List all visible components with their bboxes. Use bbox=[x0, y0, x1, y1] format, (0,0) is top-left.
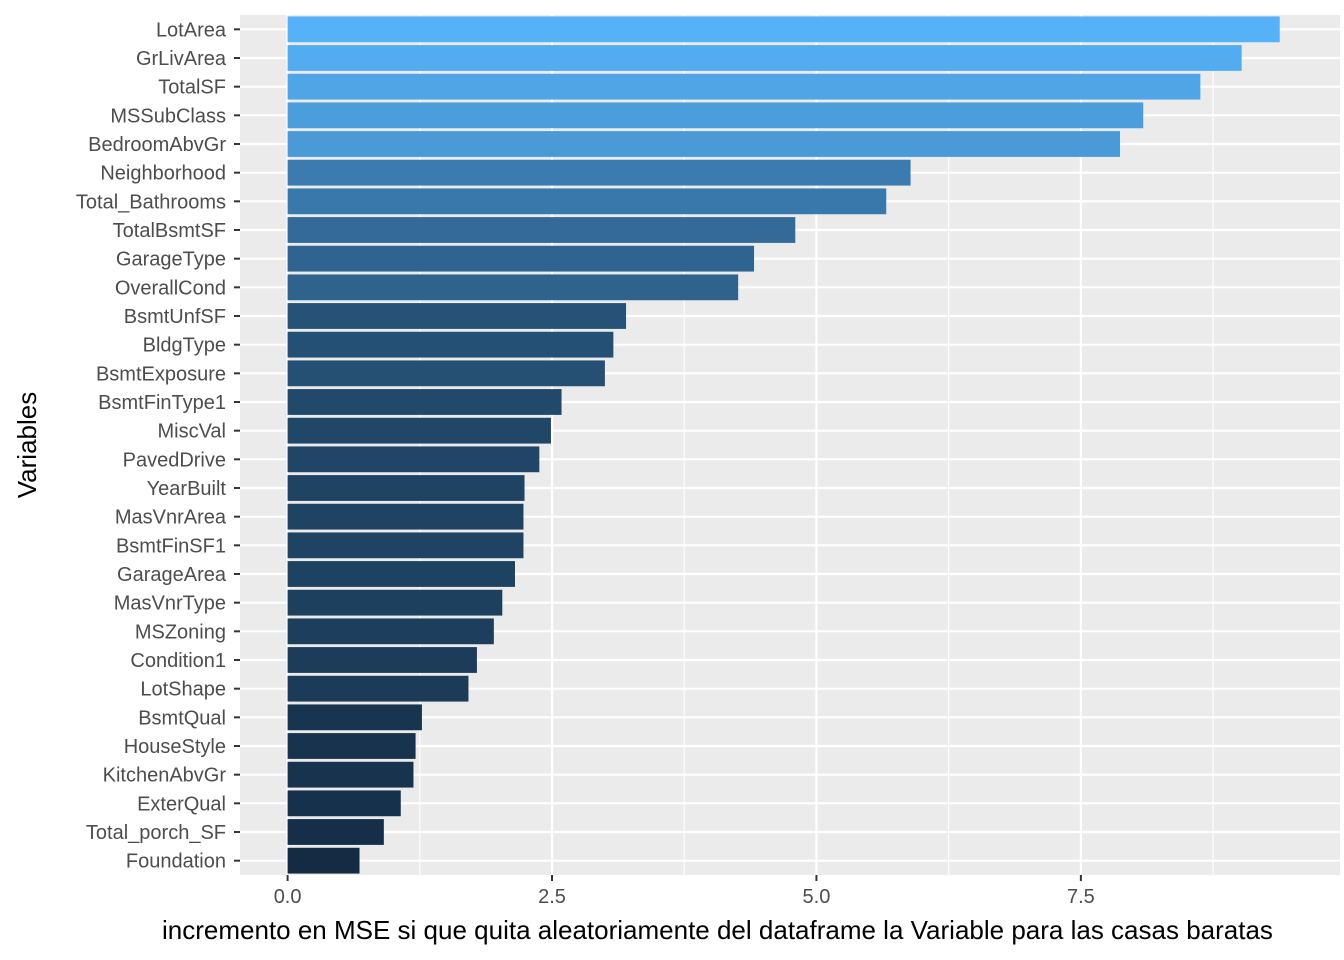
bar-MasVnrArea bbox=[287, 503, 524, 530]
bars bbox=[287, 16, 1280, 874]
bar-GrLivArea bbox=[287, 45, 1242, 71]
x-tick-label: 0.0 bbox=[274, 886, 302, 908]
y-tick-label: GarageArea bbox=[117, 564, 227, 586]
bar-YearBuilt bbox=[287, 475, 525, 501]
bar-BsmtFinSF1 bbox=[287, 532, 524, 559]
x-axis-ticks: 0.0 2.5 5.0 7.5 bbox=[274, 875, 1095, 908]
y-tick-label: LotShape bbox=[140, 679, 226, 701]
bar-Neighborhood bbox=[287, 159, 911, 186]
bar-HouseStyle bbox=[287, 733, 416, 759]
bar-Total_porch_SF bbox=[287, 819, 384, 845]
bar-OverallCond bbox=[287, 274, 739, 301]
x-tick-label: 5.0 bbox=[803, 886, 831, 908]
y-axis-title: Variables bbox=[12, 392, 42, 498]
y-tick-label: HouseStyle bbox=[124, 736, 226, 758]
bar-TotalSF bbox=[287, 73, 1201, 100]
y-tick-label: BedroomAbvGr bbox=[88, 134, 226, 156]
x-axis-title: incremento en MSE si que quita aleatoria… bbox=[162, 915, 1273, 945]
bar-KitchenAbvGr bbox=[287, 761, 414, 788]
bar-BsmtExposure bbox=[287, 360, 605, 387]
y-tick-label: MiscVal bbox=[157, 421, 226, 443]
bar-BedroomAbvGr bbox=[287, 131, 1120, 157]
x-tick-label: 2.5 bbox=[538, 886, 566, 908]
bar-GarageArea bbox=[287, 561, 515, 587]
bar-Condition1 bbox=[287, 647, 477, 673]
bar-MiscVal bbox=[287, 417, 551, 444]
y-tick-label: MasVnrArea bbox=[115, 507, 227, 529]
y-tick-label: KitchenAbvGr bbox=[103, 765, 227, 787]
bar-TotalBsmtSF bbox=[287, 217, 796, 243]
y-tick-label: GarageType bbox=[116, 249, 226, 271]
bar-BsmtUnfSF bbox=[287, 303, 627, 329]
y-tick-label: OverallCond bbox=[115, 277, 226, 299]
bar-LotArea bbox=[287, 16, 1280, 43]
y-tick-label: MSZoning bbox=[135, 621, 226, 643]
y-tick-label: ExterQual bbox=[137, 793, 226, 815]
y-tick-label: MasVnrType bbox=[114, 593, 226, 615]
y-tick-label: Total_porch_SF bbox=[86, 822, 226, 844]
y-tick-label: YearBuilt bbox=[147, 478, 227, 500]
bar-PavedDrive bbox=[287, 446, 540, 473]
plot-panel bbox=[240, 15, 1340, 875]
y-tick-label: BsmtExposure bbox=[96, 363, 226, 385]
y-tick-label: BsmtFinType1 bbox=[98, 392, 226, 414]
bar-MSZoning bbox=[287, 618, 494, 645]
y-tick-label: TotalBsmtSF bbox=[113, 220, 226, 242]
y-tick-label: LotArea bbox=[156, 19, 227, 41]
y-tick-label: BsmtQual bbox=[138, 707, 226, 729]
bar-BldgType bbox=[287, 331, 614, 358]
bar-Foundation bbox=[287, 847, 360, 874]
y-tick-label: BsmtFinSF1 bbox=[116, 535, 226, 557]
y-tick-label: Foundation bbox=[126, 851, 226, 873]
bar-MSSubClass bbox=[287, 102, 1144, 129]
x-tick-label: 7.5 bbox=[1067, 886, 1095, 908]
bar-BsmtQual bbox=[287, 704, 422, 731]
y-tick-label: BldgType bbox=[143, 335, 226, 357]
bar-BsmtFinType1 bbox=[287, 389, 562, 415]
y-tick-label: Condition1 bbox=[130, 650, 226, 672]
y-tick-label: PavedDrive bbox=[123, 449, 226, 471]
bar-ExterQual bbox=[287, 790, 401, 817]
y-tick-label: Total_Bathrooms bbox=[76, 191, 226, 213]
y-tick-label: BsmtUnfSF bbox=[124, 306, 226, 328]
y-tick-label: Neighborhood bbox=[100, 163, 226, 185]
y-tick-label: GrLivArea bbox=[136, 48, 227, 70]
bar-Total_Bathrooms bbox=[287, 188, 887, 215]
y-tick-label: TotalSF bbox=[158, 77, 226, 99]
bar-GarageType bbox=[287, 245, 755, 272]
bar-LotShape bbox=[287, 675, 469, 702]
bar-MasVnrType bbox=[287, 589, 503, 616]
y-axis-ticks: LotArea GrLivArea TotalSF MSSubClass Bedroom… bbox=[76, 19, 240, 873]
y-tick-label: MSSubClass bbox=[110, 105, 226, 127]
